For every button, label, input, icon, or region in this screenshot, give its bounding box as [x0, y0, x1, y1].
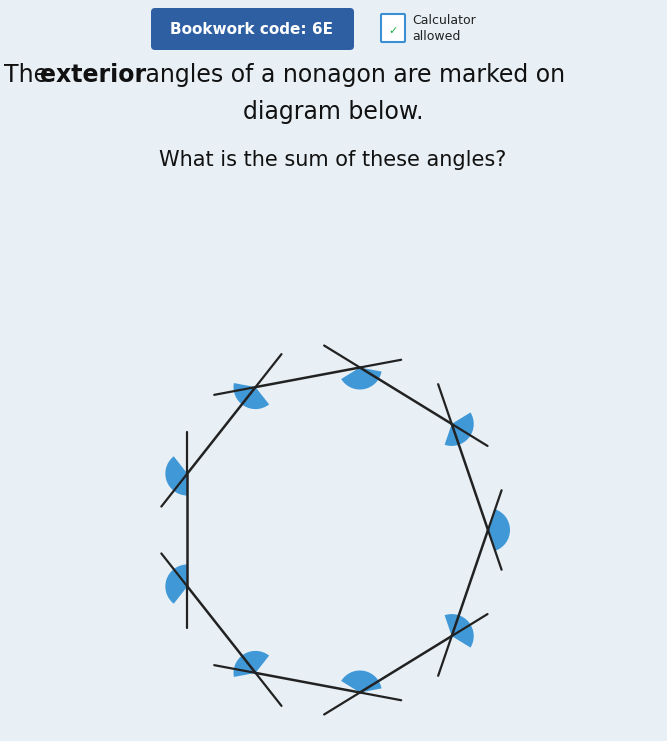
- Text: angles of a nonagon are marked on: angles of a nonagon are marked on: [138, 63, 565, 87]
- Wedge shape: [165, 565, 187, 604]
- Wedge shape: [342, 671, 382, 693]
- Text: diagram below.: diagram below.: [243, 100, 424, 124]
- Wedge shape: [233, 383, 269, 409]
- Wedge shape: [233, 651, 269, 677]
- Text: Bookwork code: 6E: Bookwork code: 6E: [171, 22, 334, 38]
- Text: allowed: allowed: [412, 30, 460, 42]
- Wedge shape: [165, 456, 187, 496]
- FancyBboxPatch shape: [381, 14, 405, 42]
- Wedge shape: [445, 413, 474, 446]
- Text: ✓: ✓: [388, 26, 398, 36]
- Wedge shape: [488, 509, 510, 551]
- Text: exterior: exterior: [40, 63, 146, 87]
- Wedge shape: [445, 614, 474, 648]
- Text: The: The: [4, 63, 55, 87]
- Text: What is the sum of these angles?: What is the sum of these angles?: [159, 150, 507, 170]
- Text: Calculator: Calculator: [412, 15, 476, 27]
- Wedge shape: [342, 368, 382, 390]
- FancyBboxPatch shape: [151, 8, 354, 50]
